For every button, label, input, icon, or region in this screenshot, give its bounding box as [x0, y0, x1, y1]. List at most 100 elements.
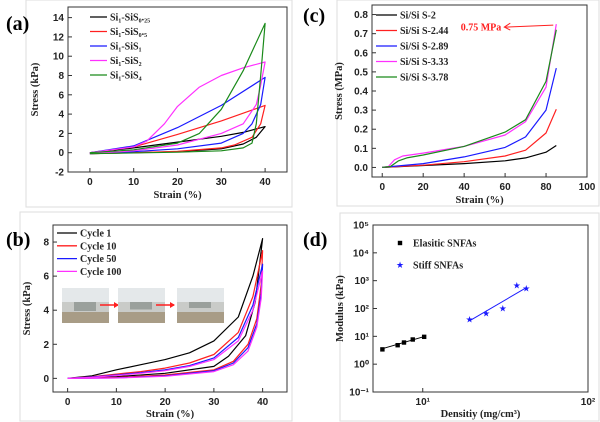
- y-tick-label: 0.8: [354, 10, 368, 21]
- data-point: [401, 340, 407, 345]
- data-point: [395, 343, 400, 348]
- x-tick-label: 30: [208, 397, 220, 408]
- panel-border: [336, 0, 600, 207]
- legend-label: Si/Si S-3.33: [400, 57, 448, 68]
- panel-label: (c): [303, 5, 325, 27]
- photo-base: [177, 312, 224, 323]
- data-point: ★: [522, 284, 530, 294]
- x-tick-label: 0: [379, 182, 385, 193]
- panel-label: (a): [6, 13, 29, 35]
- chart-panel-b: (b) 0 10 20 30 40 0 2 4 6 8 Strain (%) Stress (kPa) C…: [6, 211, 293, 422]
- y-tick-label: 0.7: [354, 29, 368, 40]
- data-point: ★: [466, 315, 474, 325]
- y-tick-label: 2: [58, 129, 64, 140]
- y-tick-label: 4: [58, 110, 64, 121]
- data-point: [380, 347, 385, 352]
- series-line: [67, 270, 264, 379]
- y-tick-label: 0.2: [354, 125, 368, 136]
- photo-sample: [74, 302, 96, 311]
- x-tick-label: 20: [160, 397, 172, 408]
- data-point: [421, 334, 427, 340]
- series-line: [382, 144, 557, 168]
- y-tick-label: 0.0: [354, 163, 368, 174]
- inset-arrowhead: [114, 302, 119, 308]
- photo-base: [62, 312, 109, 323]
- fit-line: [469, 287, 527, 322]
- panel-label: (b): [6, 229, 30, 251]
- x-tick-label: 100: [579, 182, 596, 193]
- x-tick-label: 40: [459, 182, 471, 193]
- panel-border: [25, 0, 293, 208]
- y-tick-label: 10⁻¹: [349, 388, 369, 399]
- y-axis-title: Stress (kPa): [22, 281, 33, 335]
- annotation-arrowhead: [503, 22, 511, 31]
- series-line: [67, 250, 264, 379]
- legend-label: Si/Si S-2.89: [400, 42, 448, 53]
- y-axis-title: Modulus (kPa): [335, 275, 346, 342]
- data-point: ★: [513, 281, 521, 291]
- plot-frame: [52, 224, 288, 393]
- y-tick-label: 6: [58, 90, 64, 101]
- y-tick-label: 10²: [355, 304, 370, 315]
- legend-label: Cycle 50: [80, 254, 116, 265]
- y-tick-label: 0: [58, 148, 64, 159]
- chart-panel-c: (c) 0 20 40 60 80 100 0.0 0.1 0.2 0.3 0.4 0.5 0.6 0.7 0…: [303, 0, 600, 207]
- y-tick-label: 8: [43, 238, 49, 249]
- y-tick-label: 10: [53, 52, 65, 63]
- x-tick-label: 10: [128, 177, 140, 188]
- inset-photo-3: [177, 288, 224, 323]
- y-tick-label: 10⁰: [354, 360, 369, 371]
- legend-label: Si₁-SiS₀.₂₅: [110, 13, 150, 24]
- annotation-label: 0.75 MPa: [461, 23, 502, 34]
- series-line: [89, 61, 266, 155]
- y-tick-label: 4: [43, 306, 49, 317]
- x-axis-title: Strain (%): [153, 190, 202, 201]
- series-line: [89, 104, 266, 155]
- y-tick-label: 8: [58, 71, 64, 82]
- x-tick-label: 40: [260, 177, 272, 188]
- y-axis-title: Stress (kPa): [30, 62, 41, 116]
- series-line: [382, 24, 557, 168]
- y-tick-label: 10⁵: [353, 221, 369, 232]
- y-tick-label: 10⁴: [353, 248, 369, 259]
- photo-sample: [130, 302, 152, 310]
- y-axis-title: Stress (MPa): [334, 62, 345, 120]
- legend-marker: [397, 240, 403, 246]
- data-point: ★: [499, 305, 507, 315]
- annotation-arrow: [505, 24, 554, 28]
- x-tick-label: 60: [500, 182, 512, 193]
- x-axis-title: Strain (%): [146, 409, 195, 420]
- x-tick-label: 10¹: [416, 397, 431, 408]
- x-tick-label: 20: [418, 182, 430, 193]
- legend-label: Cycle 1: [80, 229, 111, 240]
- legend-label: Si/Si S-3.78: [400, 73, 448, 84]
- series-line: [89, 76, 266, 155]
- legend-label: Si₁-SiS₀.₅: [110, 27, 147, 38]
- legend-label: Si₁-SiS₄: [110, 71, 142, 82]
- plot-frame: [372, 224, 589, 393]
- photo-plate: [118, 288, 165, 302]
- y-tick-label: -2: [55, 168, 64, 179]
- x-tick-label: 80: [540, 182, 552, 193]
- y-tick-label: 0.3: [354, 106, 368, 117]
- legend-label: Cycle 10: [80, 241, 116, 252]
- y-tick-label: 6: [43, 272, 49, 283]
- series-line: [382, 108, 557, 168]
- photo-sample: [189, 302, 211, 308]
- y-tick-label: 0.1: [354, 144, 368, 155]
- x-tick-label: 0: [87, 177, 93, 188]
- data-point: ★: [482, 310, 490, 320]
- data-point: [410, 337, 415, 342]
- series-line: [89, 22, 266, 155]
- panel-border: [19, 211, 293, 422]
- y-tick-label: 10¹: [355, 332, 370, 343]
- y-tick-label: 14: [53, 13, 65, 24]
- series-line: [382, 29, 557, 168]
- legend-label: Cycle 100: [80, 267, 121, 278]
- y-tick-label: 0: [43, 374, 49, 385]
- photo-base: [118, 312, 165, 323]
- chart-panel-d: (d) 10¹ 10² 10⁻¹ 10⁰ 10¹ 10² 10³ 10⁴ 10⁵ Densitiy …: [303, 212, 600, 422]
- y-tick-label: 0.4: [354, 87, 368, 98]
- legend-label: Si/Si S-2.44: [400, 26, 448, 37]
- x-axis-title: Strain (%): [455, 195, 504, 206]
